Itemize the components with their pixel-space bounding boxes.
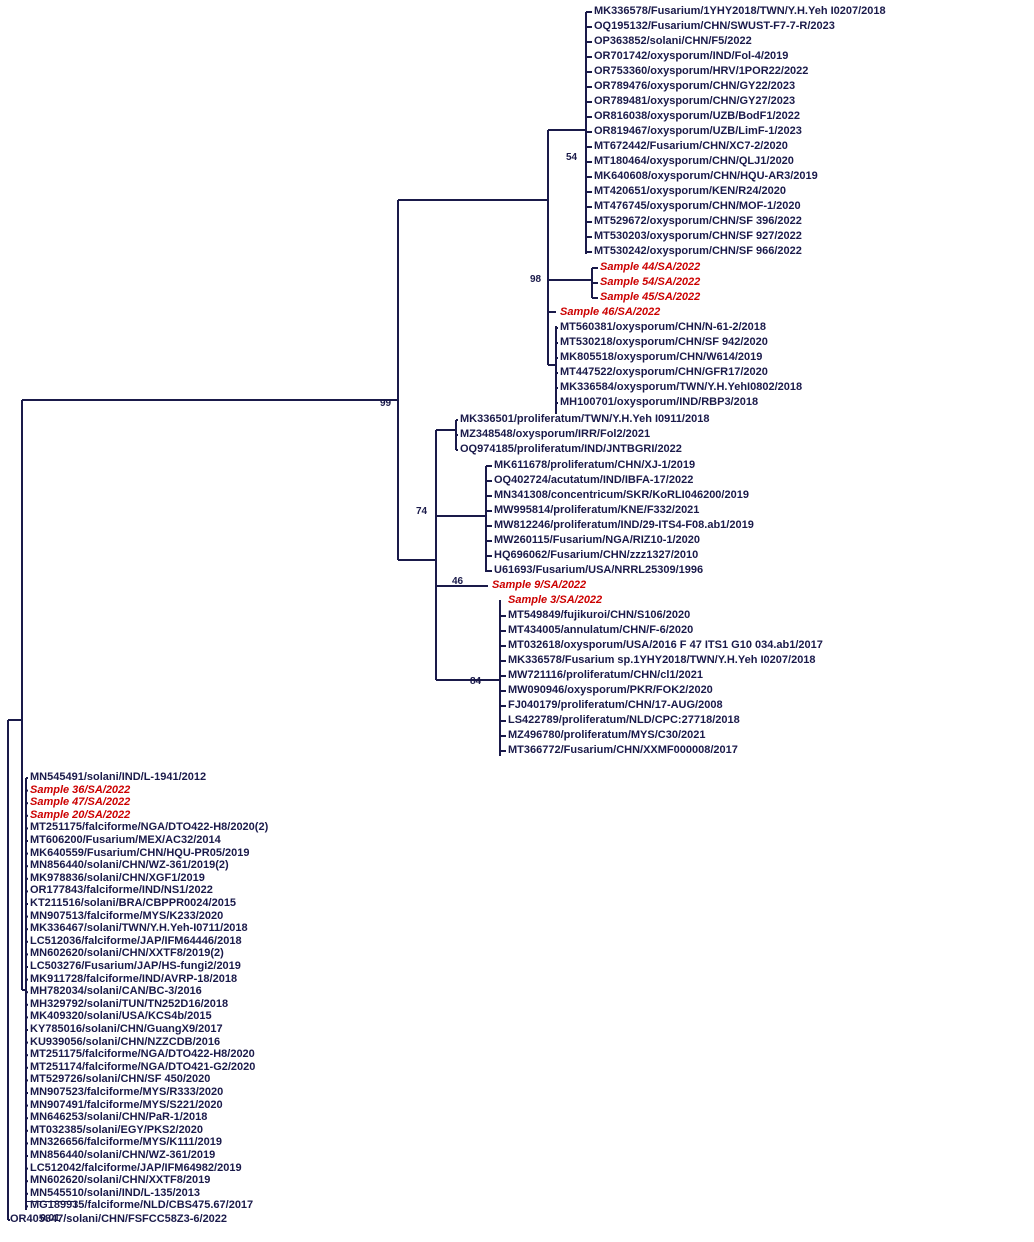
taxon-label: MT032385/solani/EGY/PKS2/2020	[30, 1125, 203, 1137]
taxon-label: MK409320/solani/USA/KCS4b/2015	[30, 1011, 212, 1023]
taxon-label: MW721116/proliferatum/CHN/cl1/2021	[508, 670, 703, 682]
taxon-label: MK978836/solani/CHN/XGF1/2019	[30, 873, 205, 885]
taxon-label: LC512036/falciforme/JAP/IFM64446/2018	[30, 936, 242, 948]
taxon-label: MT420651/oxysporum/KEN/R24/2020	[594, 186, 786, 198]
taxon-label: MK805518/oxysporum/CHN/W614/2019	[560, 352, 762, 364]
taxon-label: MK640559/Fusarium/CHN/HQU-PR05/2019	[30, 848, 249, 860]
taxon-label: KU939056/solani/CHN/NZZCDB/2016	[30, 1037, 220, 1049]
taxon-label: MT447522/oxysporum/CHN/GFR17/2020	[560, 367, 768, 379]
taxon-label: OQ974185/proliferatum/IND/JNTBGRI/2022	[460, 444, 682, 456]
taxon-label: MT180464/oxysporum/CHN/QLJ1/2020	[594, 156, 794, 168]
bootstrap-value: 54	[566, 152, 577, 163]
taxon-label: MN856440/solani/CHN/WZ-361/2019(2)	[30, 860, 229, 872]
taxon-label: MT476745/oxysporum/CHN/MOF-1/2020	[594, 201, 801, 213]
taxon-label: MT530242/oxysporum/CHN/SF 966/2022	[594, 246, 802, 258]
taxon-label: FJ040179/proliferatum/CHN/17-AUG/2008	[508, 700, 723, 712]
taxon-label: OQ195132/Fusarium/CHN/SWUST-F7-7-R/2023	[594, 21, 835, 33]
taxon-label: MK640608/oxysporum/CHN/HQU-AR3/2019	[594, 171, 818, 183]
taxon-label: MH329792/solani/TUN/TN252D16/2018	[30, 999, 228, 1011]
bootstrap-value: 46	[452, 576, 463, 587]
taxon-label: OP363852/solani/CHN/F5/2022	[594, 36, 752, 48]
taxon-label: KT211516/solani/BRA/CBPPR0024/2015	[30, 898, 236, 910]
taxon-label: MT530218/oxysporum/CHN/SF 942/2020	[560, 337, 768, 349]
taxon-label: MH782034/solani/CAN/BC-3/2016	[30, 986, 202, 998]
taxon-label: MN341308/concentricum/SKR/KoRLI046200/20…	[494, 490, 749, 502]
taxon-label: LC503276/Fusarium/JAP/HS-fungi2/2019	[30, 961, 241, 973]
taxon-label: MT251175/falciforme/NGA/DTO422-H8/2020	[30, 1049, 255, 1061]
taxon-label: MW260115/Fusarium/NGA/RIZ10-1/2020	[494, 535, 700, 547]
taxon-label: MZ348548/oxysporum/IRR/Fol2/2021	[460, 429, 650, 441]
taxon-label: MK611678/proliferatum/CHN/XJ-1/2019	[494, 460, 695, 472]
bootstrap-value: 98	[530, 274, 541, 285]
taxon-label: OR177843/falciforme/IND/NS1/2022	[30, 885, 213, 897]
taxon-label: MT672442/Fusarium/CHN/XC7-2/2020	[594, 141, 788, 153]
taxon-label: MT032618/oxysporum/USA/2016 F 47 ITS1 G1…	[508, 640, 823, 652]
taxon-label: MK336584/oxysporum/TWN/Y.H.YehI0802/2018	[560, 382, 802, 394]
sample-label: Sample 3/SA/2022	[508, 595, 602, 607]
taxon-label: KY785016/solani/CHN/GuangX9/2017	[30, 1024, 223, 1036]
taxon-label: MT606200/Fusarium/MEX/AC32/2014	[30, 835, 221, 847]
taxon-label: MK336467/solani/TWN/Y.H.Yeh-I0711/2018	[30, 923, 248, 935]
taxon-label: OR701742/oxysporum/IND/Fol-4/2019	[594, 51, 788, 63]
bootstrap-value: 74	[416, 506, 427, 517]
bootstrap-value: 84	[470, 676, 481, 687]
taxon-label: MT549849/fujikuroi/CHN/S106/2020	[508, 610, 690, 622]
taxon-label: LC512042/falciforme/JAP/IFM64982/2019	[30, 1163, 242, 1175]
sample-label: Sample 54/SA/2022	[600, 277, 700, 289]
scale-value: 0.01	[26, 1213, 74, 1224]
taxon-label: MK336501/proliferatum/TWN/Y.H.Yeh I0911/…	[460, 414, 709, 426]
sample-label: Sample 46/SA/2022	[560, 307, 660, 319]
taxon-label: MT530203/oxysporum/CHN/SF 927/2022	[594, 231, 802, 243]
scale-bar: 0.01	[26, 1204, 76, 1224]
bootstrap-value: 99	[380, 398, 391, 409]
taxon-label: OR819467/oxysporum/UZB/LimF-1/2023	[594, 126, 802, 138]
taxon-label: MN326656/falciforme/MYS/K111/2019	[30, 1137, 222, 1149]
taxon-label: OR816038/oxysporum/UZB/BodF1/2022	[594, 111, 800, 123]
taxon-label: MN856440/solani/CHN/WZ-361/2019	[30, 1150, 215, 1162]
sample-label: Sample 45/SA/2022	[600, 292, 700, 304]
taxon-label: MN907513/falciforme/MYS/K233/2020	[30, 911, 223, 923]
taxon-label: MH100701/oxysporum/IND/RBP3/2018	[560, 397, 758, 409]
taxon-label: OR789481/oxysporum/CHN/GY27/2023	[594, 96, 795, 108]
taxon-label: MT529672/oxysporum/CHN/SF 396/2022	[594, 216, 802, 228]
taxon-label: MT251175/falciforme/NGA/DTO422-H8/2020(2…	[30, 822, 268, 834]
taxon-label: OR789476/oxysporum/CHN/GY22/2023	[594, 81, 795, 93]
taxon-label: MT560381/oxysporum/CHN/N-61-2/2018	[560, 322, 766, 334]
taxon-label: MN602620/solani/CHN/XXTF8/2019(2)	[30, 948, 224, 960]
taxon-label: OR753360/oxysporum/HRV/1POR22/2022	[594, 66, 808, 78]
taxon-label: MW090946/oxysporum/PKR/FOK2/2020	[508, 685, 713, 697]
taxon-label: LS422789/proliferatum/NLD/CPC:27718/2018	[508, 715, 740, 727]
taxon-label: MN646253/solani/CHN/PaR-1/2018	[30, 1112, 207, 1124]
sample-label: Sample 36/SA/2022	[30, 785, 130, 797]
taxon-label: U61693/Fusarium/USA/NRRL25309/1996	[494, 565, 703, 577]
taxon-label: MN907491/falciforme/MYS/S221/2020	[30, 1100, 223, 1112]
sample-label: Sample 9/SA/2022	[492, 580, 586, 592]
taxon-label: MN602620/solani/CHN/XXTF8/2019	[30, 1175, 210, 1187]
taxon-label: MK336578/Fusarium sp.1YHY2018/TWN/Y.H.Ye…	[508, 655, 816, 667]
taxon-label: MN545491/solani/IND/L-1941/2012	[30, 772, 206, 784]
taxon-label: MW812246/proliferatum/IND/29-ITS4-F08.ab…	[494, 520, 754, 532]
taxon-label: MN907523/falciforme/MYS/R333/2020	[30, 1087, 223, 1099]
taxon-label: MN545510/solani/IND/L-135/2013	[30, 1188, 200, 1200]
sample-label: Sample 47/SA/2022	[30, 797, 130, 809]
taxon-label: MT529726/solani/CHN/SF 450/2020	[30, 1074, 210, 1086]
taxon-label: MW995814/proliferatum/KNE/F332/2021	[494, 505, 699, 517]
taxon-label: MZ496780/proliferatum/MYS/C30/2021	[508, 730, 705, 742]
taxon-label: MT434005/annulatum/CHN/F-6/2020	[508, 625, 693, 637]
taxon-label: MT366772/Fusarium/CHN/XXMF000008/2017	[508, 745, 738, 757]
taxon-label: MK911728/falciforme/IND/AVRP-18/2018	[30, 974, 237, 986]
taxon-label: HQ696062/Fusarium/CHN/zzz1327/2010	[494, 550, 698, 562]
taxon-label: OQ402724/acutatum/IND/IBFA-17/2022	[494, 475, 693, 487]
taxon-label: MK336578/Fusarium/1YHY2018/TWN/Y.H.Yeh I…	[594, 6, 886, 18]
taxon-label: MT251174/falciforme/NGA/DTO421-G2/2020	[30, 1062, 255, 1074]
sample-label: Sample 20/SA/2022	[30, 810, 130, 822]
sample-label: Sample 44/SA/2022	[600, 262, 700, 274]
